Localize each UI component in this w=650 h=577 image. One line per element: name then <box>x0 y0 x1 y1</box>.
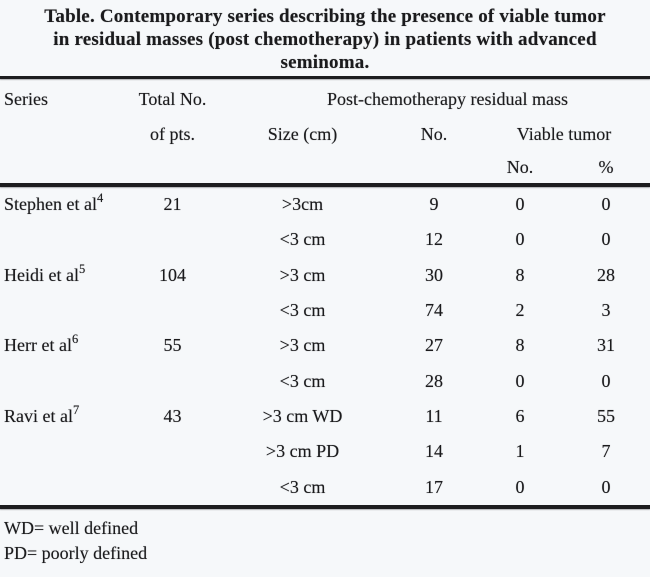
cell-no: 27 <box>425 335 443 356</box>
cell-viable-pct: 0 <box>601 476 611 497</box>
cell-no: 28 <box>425 370 443 391</box>
cell-viable-no: 0 <box>515 194 525 215</box>
cell-size: <3 cm <box>279 229 326 250</box>
cell-no: 14 <box>425 441 443 462</box>
citation-ref: 7 <box>72 403 80 418</box>
cell-series: Herr et al6 <box>0 332 130 356</box>
cell-viable-pct: 7 <box>601 441 611 462</box>
series-name: Ravi et al <box>4 406 73 427</box>
cell-viable-pct: 0 <box>601 194 611 215</box>
cell-total: 104 <box>159 264 186 285</box>
title-line-3: seminoma. <box>280 52 370 73</box>
cell-series: Heidi et al5 <box>0 261 130 286</box>
table-row: Herr et al6 55 >3 cm 27 8 31 <box>0 328 650 363</box>
table-row: Heidi et al5 104 >3 cm 30 8 28 <box>0 258 650 293</box>
cell-size: <3 cm <box>279 300 326 321</box>
series-name: Herr et al <box>4 335 72 356</box>
citation-ref: 6 <box>71 332 79 347</box>
cell-viable-pct: 28 <box>597 264 615 285</box>
column-header-viable-no: No. <box>506 156 534 177</box>
column-header-total-sub: of pts. <box>150 123 195 144</box>
table-row: <3 cm 28 0 0 <box>0 364 650 399</box>
cell-size: >3 cm WD <box>262 406 343 427</box>
cell-viable-pct: 31 <box>597 335 615 356</box>
cell-no: 17 <box>425 476 443 497</box>
cell-total: 21 <box>163 194 182 215</box>
title-line-1: Table. Contemporary series describing th… <box>44 6 606 27</box>
title-line-2: in residual masses (post chemotherapy) i… <box>53 29 597 50</box>
footnote-wd: WD= well defined <box>4 518 139 538</box>
cell-no: 12 <box>425 229 443 250</box>
table-row: <3 cm 17 0 0 <box>0 470 650 505</box>
column-header-no: No. <box>420 123 448 144</box>
footnote-pd: PD= poorly defined <box>4 543 148 563</box>
series-name: Stephen et al <box>4 194 97 215</box>
cell-viable-no: 8 <box>515 335 525 356</box>
cell-no: 11 <box>425 406 443 427</box>
cell-viable-pct: 0 <box>601 370 611 391</box>
column-header-total: Total No. <box>138 89 207 109</box>
header-divider-rule <box>0 183 650 187</box>
column-header-viable-pct: % <box>598 156 614 177</box>
citation-ref: 5 <box>78 261 86 276</box>
table-row: >3 cm PD 14 1 7 <box>0 434 650 469</box>
cell-size: >3 cm <box>279 335 326 356</box>
cell-viable-pct: 0 <box>601 229 611 250</box>
header-row-1: Series Total No. Post-chemotherapy resid… <box>0 82 650 117</box>
table-header: Series Total No. Post-chemotherapy resid… <box>0 79 650 183</box>
cell-viable-no: 6 <box>515 406 525 427</box>
cell-viable-pct: 55 <box>597 406 615 427</box>
footnotes: WD= well defined PD= poorly defined <box>0 509 650 566</box>
cell-viable-no: 0 <box>515 370 525 391</box>
cell-size: <3 cm <box>279 370 326 391</box>
cell-size: >3 cm <box>279 264 326 285</box>
cell-viable-no: 8 <box>515 264 525 285</box>
cell-viable-no: 0 <box>515 229 525 250</box>
cell-viable-no: 2 <box>515 300 525 321</box>
column-header-size: Size (cm) <box>267 123 338 144</box>
table-row: Stephen et al4 21 >3cm 9 0 0 <box>0 187 650 222</box>
table-row: <3 cm 74 2 3 <box>0 293 650 328</box>
cell-total: 43 <box>163 406 182 427</box>
cell-size: >3 cm PD <box>265 441 340 462</box>
cell-no: 30 <box>425 264 443 285</box>
cell-no: 74 <box>425 300 443 321</box>
top-rule <box>0 76 650 79</box>
cell-series: Ravi et al7 <box>0 403 130 427</box>
column-header-series: Series <box>4 89 48 109</box>
cell-viable-no: 1 <box>515 441 525 462</box>
table-title: Table. Contemporary series describing th… <box>0 0 650 76</box>
column-header-viable: Viable tumor <box>516 123 612 144</box>
header-row-3: No. % <box>0 151 650 183</box>
citation-ref: 4 <box>96 191 104 206</box>
cell-size: <3 cm <box>279 476 326 497</box>
cell-series: Stephen et al4 <box>0 191 130 215</box>
cell-no: 9 <box>429 194 439 215</box>
series-name: Heidi et al <box>4 264 79 285</box>
cell-viable-no: 0 <box>515 476 525 497</box>
cell-size: >3cm <box>281 194 324 215</box>
table-row: Ravi et al7 43 >3 cm WD 11 6 55 <box>0 399 650 434</box>
cell-viable-pct: 3 <box>601 300 611 321</box>
bottom-rule <box>0 505 650 509</box>
cell-total: 55 <box>163 335 182 356</box>
header-row-2: of pts. Size (cm) No. Viable tumor <box>0 117 650 151</box>
table-row: <3 cm 12 0 0 <box>0 222 650 257</box>
table-body: Stephen et al4 21 >3cm 9 0 0 <3 cm 12 0 … <box>0 187 650 505</box>
column-header-group: Post-chemotherapy residual mass <box>327 89 568 109</box>
